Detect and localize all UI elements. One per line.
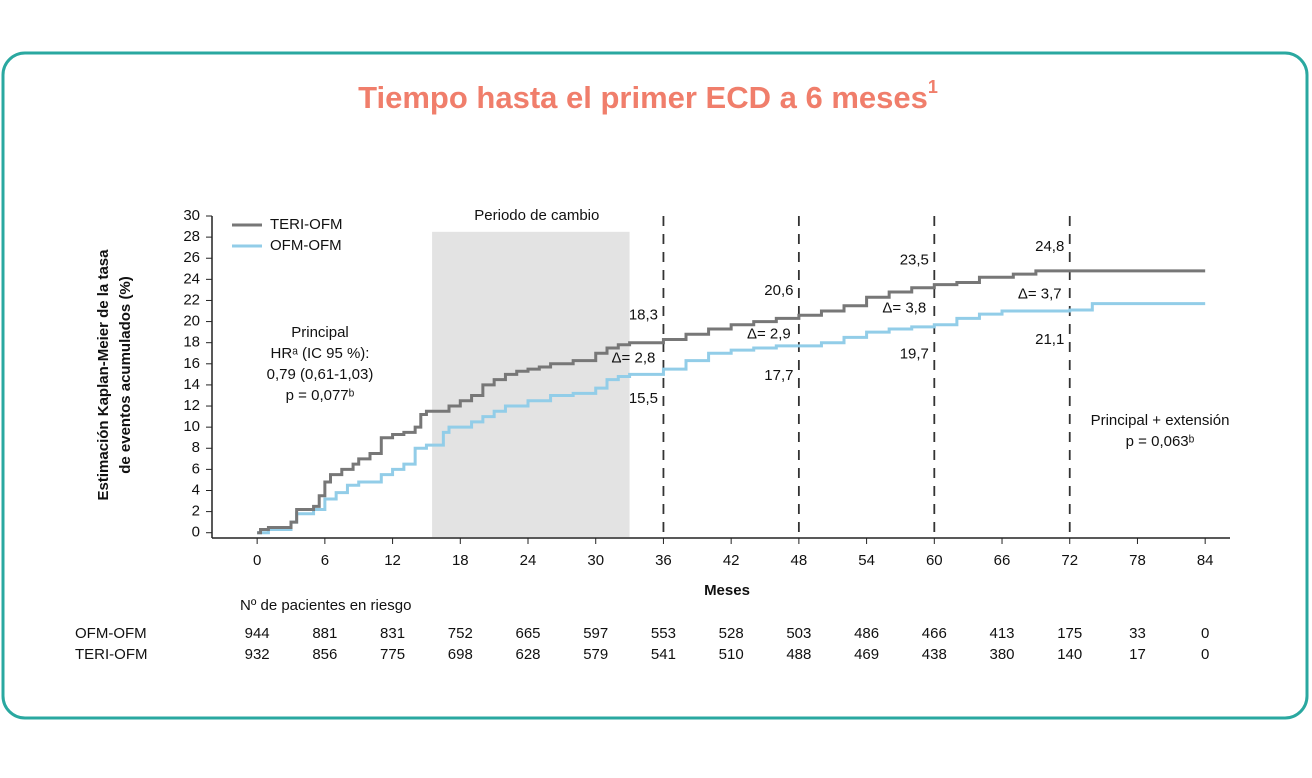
y-tick-label: 10 <box>183 418 200 435</box>
note-right: p = 0,063ᵇ <box>1126 433 1195 450</box>
y-tick-label: 14 <box>183 376 200 393</box>
risk-value: 775 <box>380 646 405 663</box>
x-tick-label: 30 <box>587 552 604 569</box>
risk-value: 752 <box>448 625 473 642</box>
risk-value: 413 <box>990 625 1015 642</box>
note-right: Principal + extensión <box>1091 412 1230 429</box>
y-tick-label: 8 <box>192 439 200 456</box>
x-axis-label: Meses <box>704 582 750 599</box>
risk-value: 17 <box>1129 646 1146 663</box>
title-sup: 1 <box>928 77 938 97</box>
milestone-delta: Δ= 3,7 <box>1018 285 1062 302</box>
milestone-teri: 18,3 <box>629 306 658 323</box>
y-axis-label: Estimación Kaplan-Meier de la tasa <box>95 249 112 501</box>
risk-value: 881 <box>312 625 337 642</box>
y-tick-label: 16 <box>183 355 200 372</box>
km-curve <box>257 269 1206 535</box>
risk-value: 488 <box>786 646 811 663</box>
milestone-ofm: 17,7 <box>764 367 793 384</box>
milestone-delta: Δ= 3,8 <box>882 300 926 317</box>
x-tick-label: 12 <box>384 552 401 569</box>
milestone-teri: 24,8 <box>1035 238 1064 255</box>
legend-label: OFM-OFM <box>270 237 342 254</box>
milestone-delta: Δ= 2,9 <box>747 326 791 343</box>
x-tick-label: 54 <box>858 552 875 569</box>
y-tick-label: 4 <box>192 481 200 498</box>
y-tick-label: 18 <box>183 334 200 351</box>
risk-value: 856 <box>312 646 337 663</box>
risk-value: 486 <box>854 625 879 642</box>
y-tick-label: 26 <box>183 249 200 266</box>
x-tick-label: 84 <box>1197 552 1214 569</box>
frame <box>1 51 1309 720</box>
y-axis-label: de eventos acumulados (%) <box>117 276 134 474</box>
legend-label: TERI-OFM <box>270 216 343 233</box>
risk-value: 380 <box>990 646 1015 663</box>
milestone-ofm: 21,1 <box>1035 331 1064 348</box>
chart-title: Tiempo hasta el primer ECD a 6 meses1 <box>358 77 938 115</box>
note-left: p = 0,077ᵇ <box>286 387 355 404</box>
y-tick-label: 24 <box>183 270 200 287</box>
risk-value: 528 <box>719 625 744 642</box>
y-tick-label: 12 <box>183 397 200 414</box>
milestone-delta: Δ= 2,8 <box>612 349 656 366</box>
shaded-region <box>432 231 630 537</box>
y-tick-label: 6 <box>192 460 200 477</box>
x-tick-label: 48 <box>791 552 808 569</box>
milestone-teri: 20,6 <box>764 282 793 299</box>
risk-value: 553 <box>651 625 676 642</box>
y-tick-label: 0 <box>192 524 200 541</box>
x-tick-label: 72 <box>1061 552 1078 569</box>
y-tick-label: 30 <box>183 207 200 224</box>
risk-value: 175 <box>1057 625 1082 642</box>
note-left: Principal <box>291 324 349 341</box>
x-tick-label: 24 <box>520 552 537 569</box>
x-tick-label: 60 <box>926 552 943 569</box>
x-tick-label: 78 <box>1129 552 1146 569</box>
risk-value: 33 <box>1129 625 1146 642</box>
risk-row-name: OFM-OFM <box>75 625 147 642</box>
risk-value: 469 <box>854 646 879 663</box>
risk-value: 438 <box>922 646 947 663</box>
risk-value: 579 <box>583 646 608 663</box>
risk-value: 698 <box>448 646 473 663</box>
risk-value: 628 <box>515 646 540 663</box>
milestone-ofm: 15,5 <box>629 390 658 407</box>
title-text: Tiempo hasta el primer ECD a 6 meses <box>358 80 928 115</box>
x-tick-label: 42 <box>723 552 740 569</box>
shaded-label: Periodo de cambio <box>474 207 599 224</box>
risk-value: 510 <box>719 646 744 663</box>
y-tick-label: 2 <box>192 503 200 520</box>
risk-title: Nº de pacientes en riesgo <box>240 597 411 614</box>
x-tick-label: 66 <box>994 552 1011 569</box>
risk-value: 597 <box>583 625 608 642</box>
risk-value: 0 <box>1201 646 1209 663</box>
x-tick-label: 18 <box>452 552 469 569</box>
risk-value: 944 <box>245 625 270 642</box>
risk-value: 466 <box>922 625 947 642</box>
y-tick-label: 22 <box>183 291 200 308</box>
risk-value: 665 <box>515 625 540 642</box>
risk-value: 831 <box>380 625 405 642</box>
risk-value: 140 <box>1057 646 1082 663</box>
x-tick-label: 36 <box>655 552 672 569</box>
milestone-teri: 23,5 <box>900 252 929 269</box>
risk-value: 503 <box>786 625 811 642</box>
risk-row-name: TERI-OFM <box>75 646 148 663</box>
y-tick-label: 28 <box>183 228 200 245</box>
risk-value: 0 <box>1201 625 1209 642</box>
milestone-ofm: 19,7 <box>900 346 929 363</box>
risk-value: 932 <box>245 646 270 663</box>
note-left: 0,79 (0,61-1,03) <box>267 366 374 383</box>
risk-value: 541 <box>651 646 676 663</box>
x-tick-label: 6 <box>321 552 329 569</box>
km-curve <box>257 302 1206 535</box>
note-left: HRᵃ (IC 95 %): <box>271 345 370 362</box>
x-tick-label: 0 <box>253 552 261 569</box>
y-tick-label: 20 <box>183 313 200 330</box>
